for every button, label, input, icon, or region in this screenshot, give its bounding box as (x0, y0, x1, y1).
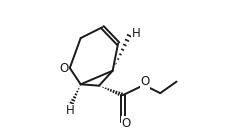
Text: H: H (65, 104, 74, 117)
Text: O: O (59, 61, 68, 75)
Text: O: O (140, 75, 149, 88)
Text: H: H (131, 27, 140, 40)
Text: O: O (121, 117, 130, 130)
